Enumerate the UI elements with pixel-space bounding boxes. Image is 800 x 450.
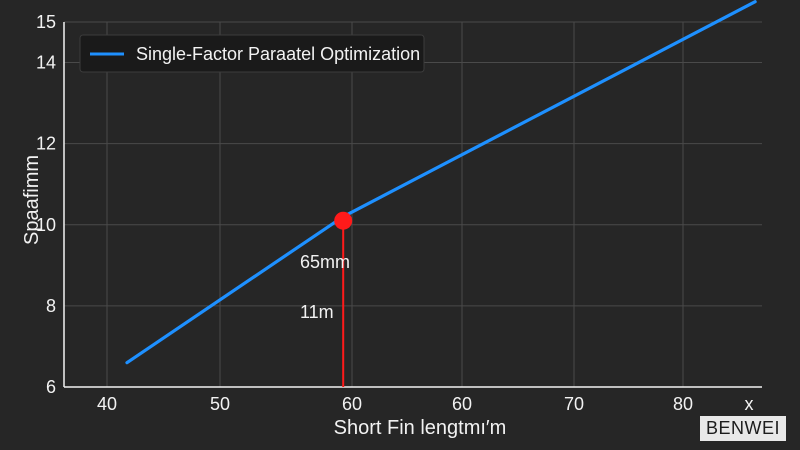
y-tick-label: 12	[36, 134, 56, 154]
y-tick-label: 8	[46, 296, 56, 316]
x-tick-label: x	[745, 394, 754, 414]
y-tick-label: 10	[36, 215, 56, 235]
x-tick-label: 50	[210, 394, 230, 414]
x-tick-label: 80	[673, 394, 693, 414]
x-tick-label: 60	[342, 394, 362, 414]
y-tick-label: 15	[36, 12, 56, 32]
watermark-label: BENWEI	[699, 416, 786, 441]
highlight	[334, 211, 353, 387]
ticks: 40 50 60 60 70 80 x 6 8 10 12 14 15	[36, 12, 754, 414]
annotation-label: 65mm	[300, 252, 350, 272]
y-axis-label: Spaafimm	[21, 155, 43, 245]
annotation-label: 11m	[300, 302, 334, 322]
legend: Single-Factor Paraatel Optimization	[79, 34, 425, 73]
legend-box	[79, 34, 425, 73]
x-tick-label: 60	[452, 394, 472, 414]
grid	[64, 21, 762, 387]
axes	[63, 22, 762, 388]
highlight-point	[334, 211, 353, 230]
x-axis-label: Short Fin lengtmı′m	[334, 417, 507, 439]
legend-label: Single-Factor Paraatel Optimization	[136, 44, 420, 64]
x-tick-label: 40	[97, 394, 117, 414]
x-tick-label: 70	[564, 394, 584, 414]
y-tick-label: 6	[46, 377, 56, 397]
y-tick-label: 14	[36, 53, 56, 73]
